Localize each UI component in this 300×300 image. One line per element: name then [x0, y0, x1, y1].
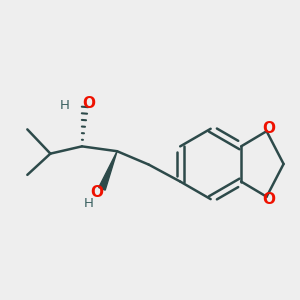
Text: H: H [60, 99, 70, 112]
Polygon shape [99, 151, 117, 190]
Text: O: O [82, 96, 95, 111]
Text: H: H [84, 197, 94, 210]
Text: O: O [262, 192, 275, 207]
Text: O: O [262, 121, 275, 136]
Text: O: O [91, 185, 103, 200]
